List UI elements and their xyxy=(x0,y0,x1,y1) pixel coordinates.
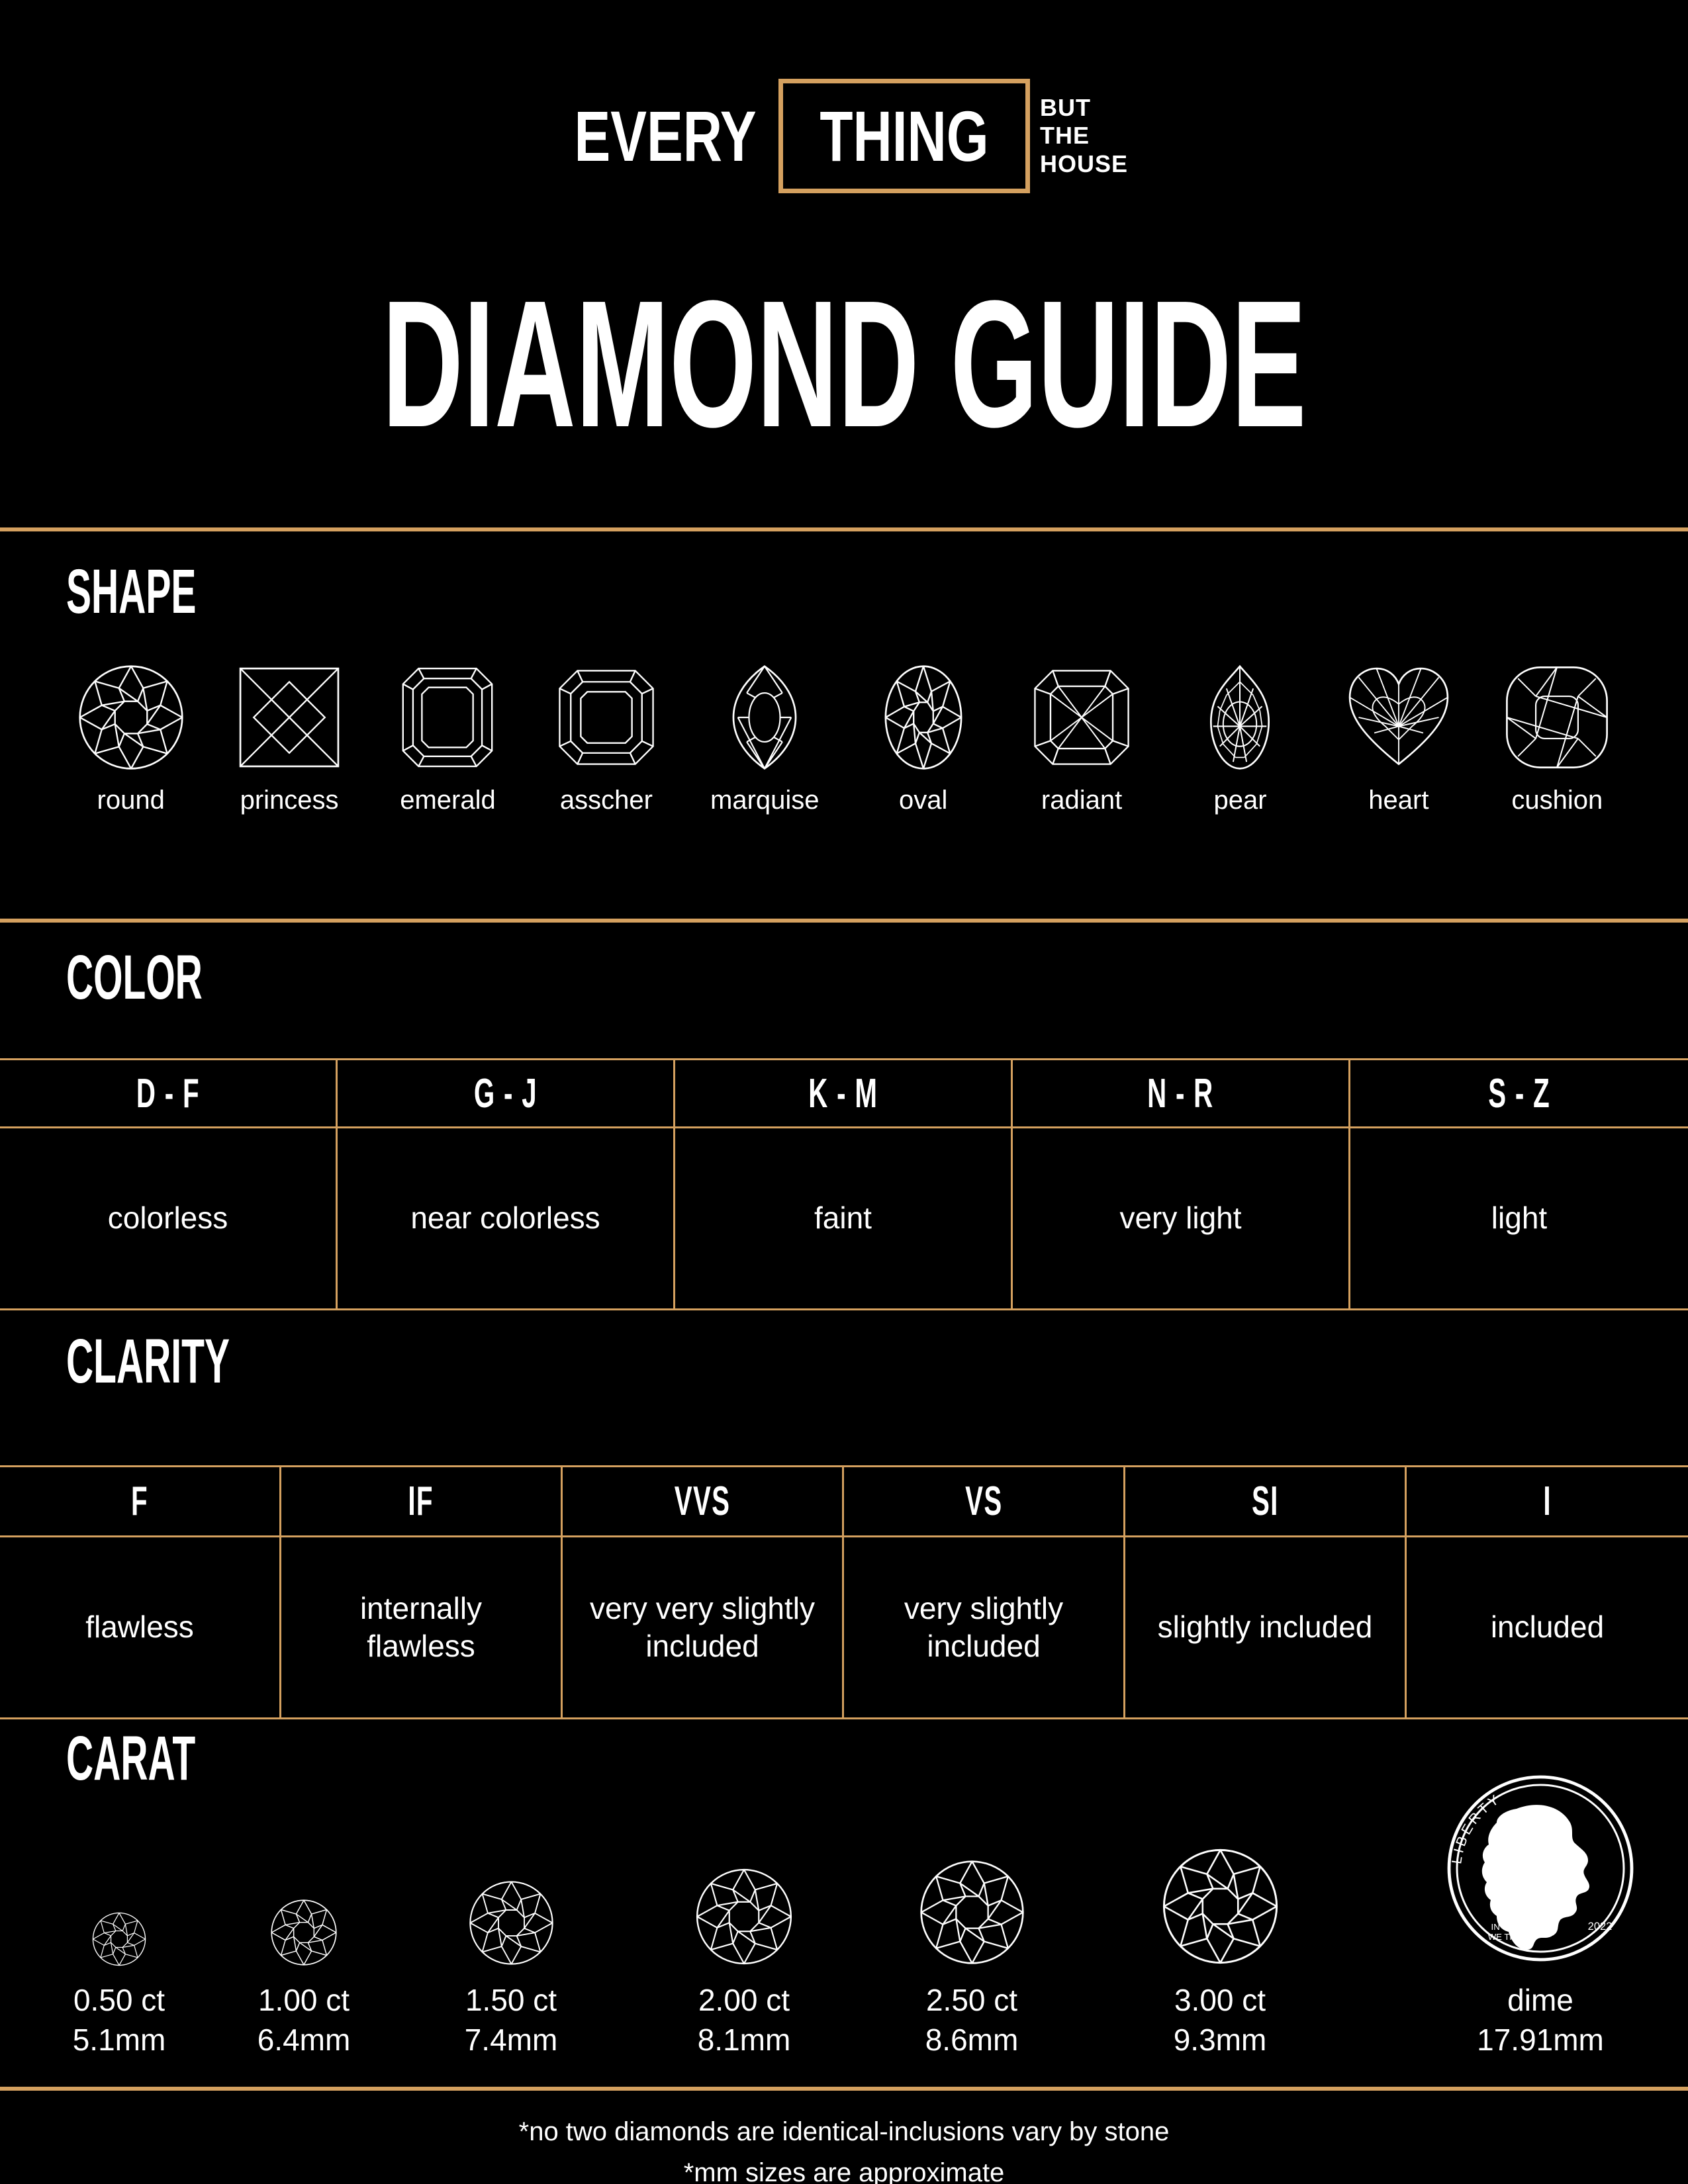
svg-text:2022: 2022 xyxy=(1588,1921,1613,1933)
svg-text:WE TRUST: WE TRUST xyxy=(1488,1932,1534,1942)
svg-text:IN GOD: IN GOD xyxy=(1491,1922,1523,1932)
